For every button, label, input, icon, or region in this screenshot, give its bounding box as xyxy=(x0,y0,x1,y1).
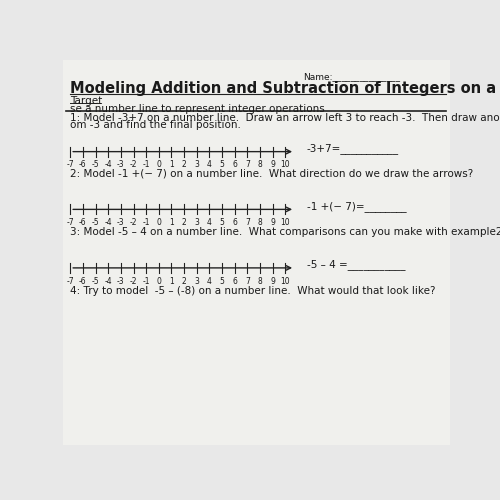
Text: om -3 and find the final position.: om -3 and find the final position. xyxy=(70,120,241,130)
Text: 3: 3 xyxy=(194,277,199,286)
Text: 1: 1 xyxy=(169,277,174,286)
Text: 5: 5 xyxy=(220,218,224,227)
Text: -5: -5 xyxy=(92,160,100,170)
Text: 8: 8 xyxy=(258,160,262,170)
Text: -3: -3 xyxy=(117,218,124,227)
Text: Target: Target xyxy=(70,96,102,106)
Text: 4: 4 xyxy=(207,277,212,286)
Text: 5: 5 xyxy=(220,277,224,286)
Text: 3: 3 xyxy=(194,218,199,227)
Text: -7: -7 xyxy=(66,277,74,286)
Text: 9: 9 xyxy=(270,160,275,170)
Text: -1: -1 xyxy=(142,160,150,170)
Text: se a number line to represent integer operations: se a number line to represent integer op… xyxy=(70,104,325,115)
Text: -6: -6 xyxy=(79,277,86,286)
Text: 1: 1 xyxy=(169,218,174,227)
Text: -3+7=___________: -3+7=___________ xyxy=(306,143,399,154)
Text: -1: -1 xyxy=(142,277,150,286)
Text: -5 – 4 =___________: -5 – 4 =___________ xyxy=(306,260,405,270)
Text: 10: 10 xyxy=(280,160,290,170)
Text: -1 +(− 7)=________: -1 +(− 7)=________ xyxy=(306,201,406,212)
Text: -5: -5 xyxy=(92,218,100,227)
Text: -2: -2 xyxy=(130,160,138,170)
Text: Modeling Addition and Subtraction of Integers on a Number L: Modeling Addition and Subtraction of Int… xyxy=(70,81,500,96)
Text: 6: 6 xyxy=(232,218,237,227)
Text: -6: -6 xyxy=(79,218,86,227)
Text: 2: 2 xyxy=(182,277,186,286)
Text: Name:_______________: Name:_______________ xyxy=(303,72,400,82)
Text: 8: 8 xyxy=(258,277,262,286)
Text: 10: 10 xyxy=(280,277,290,286)
Text: -4: -4 xyxy=(104,160,112,170)
Text: -3: -3 xyxy=(117,277,124,286)
Text: 7: 7 xyxy=(245,218,250,227)
Text: 0: 0 xyxy=(156,218,161,227)
Text: 1: 1 xyxy=(169,160,174,170)
Text: 3: 3 xyxy=(194,160,199,170)
Text: 10: 10 xyxy=(280,218,290,227)
Text: 2: 2 xyxy=(182,218,186,227)
Text: 0: 0 xyxy=(156,277,161,286)
Text: 4: Try to model  -5 – (-8) on a number line.  What would that look like?: 4: Try to model -5 – (-8) on a number li… xyxy=(70,286,436,296)
Text: -3: -3 xyxy=(117,160,124,170)
Text: -2: -2 xyxy=(130,218,138,227)
Text: 7: 7 xyxy=(245,160,250,170)
Text: -2: -2 xyxy=(130,277,138,286)
Text: 0: 0 xyxy=(156,160,161,170)
Text: 2: 2 xyxy=(182,160,186,170)
Text: -6: -6 xyxy=(79,160,86,170)
Text: 7: 7 xyxy=(245,277,250,286)
Text: -7: -7 xyxy=(66,218,74,227)
Text: 1: Model -3+7 on a number line.  Draw an arrow left 3 to reach -3.  Then draw an: 1: Model -3+7 on a number line. Draw an … xyxy=(70,113,500,123)
Text: -1: -1 xyxy=(142,218,150,227)
Text: 3: Model -5 – 4 on a number line.  What comparisons can you make with example2?: 3: Model -5 – 4 on a number line. What c… xyxy=(70,226,500,236)
Text: 9: 9 xyxy=(270,218,275,227)
Text: 2: Model -1 +(− 7) on a number line.  What direction do we draw the arrows?: 2: Model -1 +(− 7) on a number line. Wha… xyxy=(70,168,473,178)
Text: -4: -4 xyxy=(104,218,112,227)
Text: 5: 5 xyxy=(220,160,224,170)
Text: -4: -4 xyxy=(104,277,112,286)
Text: 6: 6 xyxy=(232,277,237,286)
Text: 6: 6 xyxy=(232,160,237,170)
Text: 4: 4 xyxy=(207,160,212,170)
Text: 9: 9 xyxy=(270,277,275,286)
Text: -7: -7 xyxy=(66,160,74,170)
Text: 4: 4 xyxy=(207,218,212,227)
Text: 8: 8 xyxy=(258,218,262,227)
FancyBboxPatch shape xyxy=(62,60,450,445)
Text: -5: -5 xyxy=(92,277,100,286)
